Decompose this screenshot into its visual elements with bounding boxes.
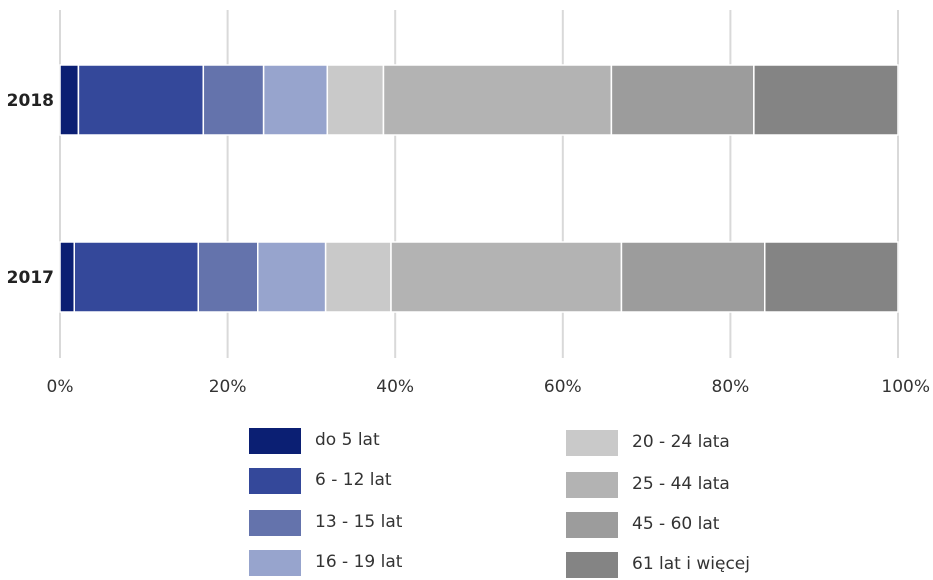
bars: [59, 64, 899, 313]
x-tick-label: 60%: [544, 377, 582, 397]
x-tick-label: 100%: [881, 377, 930, 397]
bar-segment: [262, 64, 329, 136]
bar-segment: [764, 241, 899, 313]
category-labels: 2018 2017: [7, 91, 54, 288]
legend-label: 6 - 12 lat: [315, 470, 392, 490]
legend-swatch: [566, 512, 618, 538]
x-tick-label: 40%: [376, 377, 414, 397]
legend-swatch: [249, 510, 301, 536]
bar-segment: [390, 241, 623, 313]
bar-segment: [753, 64, 899, 136]
legend-swatch: [566, 552, 618, 578]
bar-segment: [77, 64, 205, 136]
bar-segment: [610, 64, 755, 136]
x-tick-label: 20%: [209, 377, 247, 397]
stacked-bar-chart: 2018 2017 0% 20% 40% 60% 80% 100%: [7, 10, 930, 397]
legend-label: do 5 lat: [315, 430, 380, 450]
category-label: 2018: [7, 91, 54, 111]
legend-swatch: [566, 472, 618, 498]
bar-segment: [73, 241, 200, 313]
bar-segment: [620, 241, 766, 313]
legend: do 5 lat 6 - 12 lat 13 - 15 lat 16 - 19 …: [0, 428, 933, 578]
legend-swatch: [566, 430, 618, 456]
legend-label: 45 - 60 lat: [632, 514, 720, 534]
bar-segment: [202, 64, 265, 136]
bar-segment: [326, 64, 385, 136]
legend-label: 61 lat i więcej: [632, 554, 750, 574]
legend-label: 16 - 19 lat: [315, 552, 403, 572]
bar-segment: [382, 64, 613, 136]
bar-segment: [59, 241, 75, 313]
legend-label: 13 - 15 lat: [315, 512, 403, 532]
legend-label: 25 - 44 lata: [632, 474, 730, 494]
x-tick-label: 80%: [712, 377, 750, 397]
legend-swatch: [249, 468, 301, 494]
legend-swatch: [249, 550, 301, 576]
bar-segment: [59, 64, 80, 136]
category-label: 2017: [7, 268, 54, 288]
x-axis-tick-labels: 0% 20% 40% 60% 80% 100%: [47, 377, 930, 397]
bar-segment: [324, 241, 392, 313]
legend-label: 20 - 24 lata: [632, 432, 730, 452]
x-tick-label: 0%: [47, 377, 74, 397]
bar-segment: [197, 241, 259, 313]
bar-segment: [257, 241, 327, 313]
legend-swatch: [249, 428, 301, 454]
